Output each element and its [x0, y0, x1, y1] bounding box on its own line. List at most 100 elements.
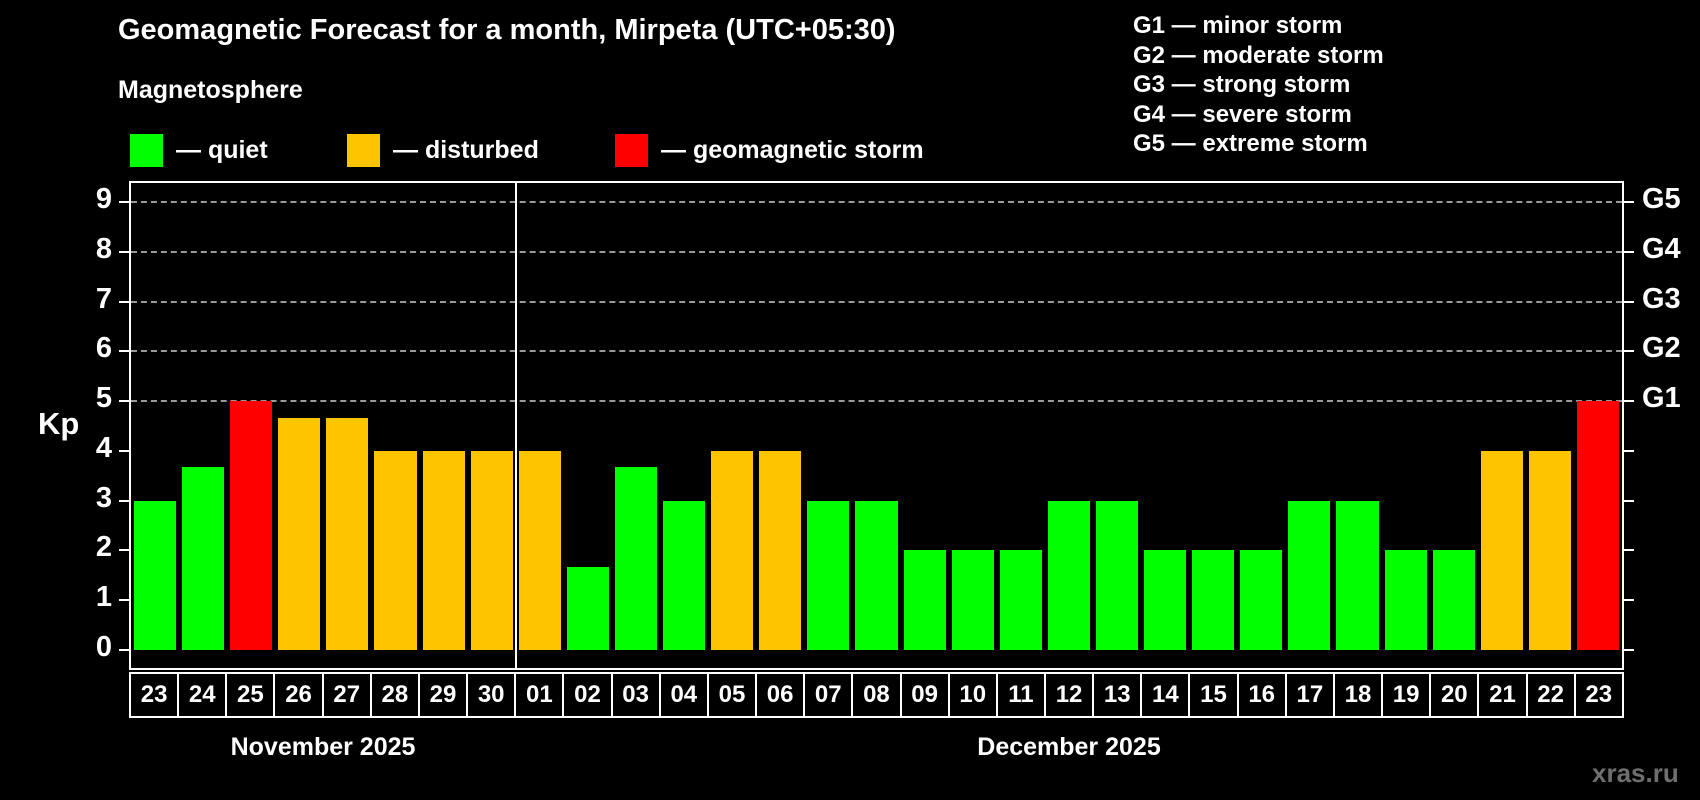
y-axis-tick-label: 1: [95, 581, 112, 614]
g5-legend-line: G5 — extreme storm: [1133, 130, 1368, 157]
y-axis-tick-right: [1624, 300, 1634, 303]
y-axis-tick-right: [1624, 449, 1634, 452]
g-axis-label: G2: [1642, 332, 1681, 365]
y-axis-tick-label: 4: [95, 431, 112, 464]
y-axis-tick-label: 0: [95, 631, 112, 663]
y-axis-tick-right: [1624, 549, 1634, 552]
kp-bar: [1095, 500, 1139, 650]
date-cell: 08: [851, 672, 902, 718]
date-cell: 04: [658, 672, 709, 718]
g3-legend-line: G3 — strong storm: [1133, 71, 1351, 98]
y-axis-tick-label: 7: [95, 282, 112, 315]
kp-bar: [1192, 550, 1235, 650]
storm-color-swatch: [615, 134, 648, 167]
kp-bar: [1144, 550, 1187, 650]
date-cell: 19: [1381, 672, 1432, 718]
kp-bar: [855, 500, 898, 650]
legend-item-disturbed: — disturbed: [347, 134, 539, 167]
date-cell: 13: [1092, 672, 1143, 718]
kp-bar: [518, 450, 561, 650]
date-cell: 02: [562, 672, 613, 718]
date-cell: 20: [1429, 672, 1480, 718]
kp-bar: [374, 450, 417, 650]
date-cell: 09: [899, 672, 950, 718]
y-axis-tick-left: [119, 599, 129, 602]
date-cell: 05: [706, 672, 758, 718]
y-axis-tick-left: [119, 350, 129, 353]
kp-bar: [278, 417, 321, 650]
date-cell: 29: [417, 672, 469, 718]
magnetosphere-subtitle: Magnetosphere: [118, 76, 303, 104]
kp-bar: [422, 450, 465, 650]
kp-gridline: [131, 200, 1622, 203]
date-cell: 18: [1332, 672, 1384, 718]
legend-label-storm: — geomagnetic storm: [661, 136, 924, 164]
y-axis-tick-left: [119, 300, 129, 303]
kp-gridline: [131, 300, 1622, 303]
y-axis-tick-left: [119, 499, 129, 502]
kp-gridline: [131, 250, 1622, 253]
kp-bar: [1528, 450, 1571, 650]
kp-gridline: [131, 400, 1622, 403]
legend-item-quiet: — quiet: [130, 134, 268, 167]
kp-bar: [1336, 500, 1379, 650]
date-cell: 23: [1573, 672, 1624, 718]
date-cell: 22: [1525, 672, 1576, 718]
g-scale-legend: G1 — minor storm G2 — moderate storm G3 …: [1133, 11, 1384, 159]
y-axis-tick-right: [1624, 350, 1634, 353]
kp-bar: [999, 550, 1042, 650]
y-axis-tick-label: 8: [95, 232, 112, 265]
y-axis-tick-right: [1624, 200, 1634, 203]
date-cell: 15: [1188, 672, 1239, 718]
y-axis-tick-label: 2: [95, 531, 112, 564]
date-cell: 11: [995, 672, 1046, 718]
y-axis-tick-left: [119, 649, 129, 651]
kp-bar: [614, 467, 658, 650]
date-cell: 06: [755, 672, 806, 718]
kp-bar: [759, 450, 802, 650]
y-axis-tick-label: 6: [95, 332, 112, 365]
g2-legend-line: G2 — moderate storm: [1133, 41, 1384, 69]
disturbed-color-swatch: [347, 134, 380, 167]
kp-bar: [1480, 450, 1523, 650]
date-cell: 27: [321, 672, 372, 718]
kp-bar: [470, 450, 513, 650]
kp-bar: [1384, 550, 1427, 650]
y-axis-tick-label: 5: [95, 382, 112, 415]
date-cell: 07: [803, 672, 854, 718]
y-axis-tick-right: [1624, 649, 1634, 651]
page-title: Geomagnetic Forecast for a month, Mirpet…: [118, 14, 896, 46]
kp-bar: [182, 467, 225, 650]
y-axis-tick-label: 9: [95, 182, 112, 215]
g-axis-label: G1: [1642, 382, 1681, 415]
y-axis-tick-right: [1624, 599, 1634, 602]
kp-bar: [1047, 500, 1090, 650]
kp-bar: [326, 417, 369, 650]
y-axis-tick-right: [1624, 250, 1634, 253]
kp-bar: [663, 500, 706, 650]
legend-item-storm: — geomagnetic storm: [615, 134, 924, 167]
legend-label-quiet: — quiet: [176, 136, 268, 164]
legend-label-disturbed: — disturbed: [393, 136, 539, 164]
plot-border: [129, 181, 1624, 670]
y-axis-tick-left: [119, 250, 129, 253]
date-cell: 25: [225, 672, 276, 718]
date-cell: 16: [1236, 672, 1287, 718]
g-axis-label: G5: [1642, 182, 1681, 215]
y-axis-tick-left: [119, 400, 129, 403]
quiet-color-swatch: [130, 134, 163, 167]
kp-bar: [711, 450, 754, 650]
y-axis-tick-label: 3: [95, 481, 112, 514]
date-cell: 03: [610, 672, 661, 718]
date-cell: 30: [466, 672, 517, 718]
y-axis-title: Kp: [38, 406, 80, 441]
g-axis-label: G3: [1642, 282, 1681, 315]
kp-bar: [1288, 500, 1331, 650]
y-axis-tick-left: [119, 549, 129, 552]
y-axis-tick-left: [119, 449, 129, 452]
g4-legend-line: G4 — severe storm: [1133, 100, 1352, 128]
y-axis-tick-left: [119, 200, 129, 203]
date-cell: 23: [129, 672, 180, 718]
g-axis-label: G4: [1642, 232, 1681, 265]
